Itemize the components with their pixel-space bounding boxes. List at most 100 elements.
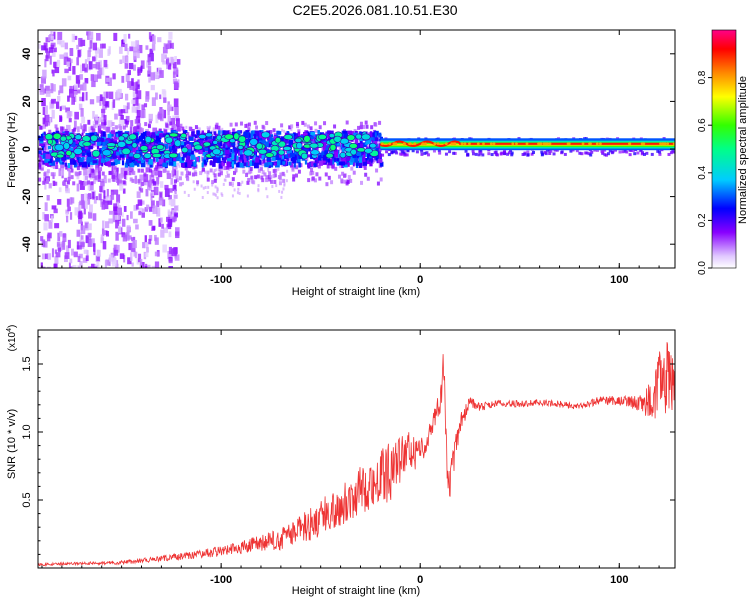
heat-cell: [158, 158, 164, 165]
heat-cell: [179, 182, 183, 187]
heat-cell: [51, 84, 56, 92]
heat-cell: [204, 136, 208, 141]
heat-cell: [261, 140, 267, 144]
heat-cell: [145, 45, 149, 50]
heat-cell: [231, 184, 234, 188]
heat-cell: [182, 141, 187, 146]
heat-cell: [156, 200, 160, 208]
heat-cell: [102, 131, 106, 137]
heat-cell: [104, 260, 107, 268]
heat-cell: [73, 120, 77, 130]
heat-cell: [161, 153, 164, 159]
heat-cell: [323, 121, 327, 126]
heat-cell: [359, 140, 363, 145]
heat-cell: [115, 175, 119, 180]
heat-cell: [131, 158, 135, 163]
heat-cell: [164, 129, 168, 134]
heat-cell: [100, 234, 103, 243]
heat-cell: [126, 225, 131, 231]
heat-cell: [100, 180, 105, 187]
heat-cell: [213, 176, 216, 180]
heat-cell: [113, 32, 118, 42]
heat-cell: [165, 143, 168, 149]
heat-cell: [425, 151, 429, 155]
heat-cell: [48, 47, 54, 53]
heat-blob: [174, 139, 182, 147]
heat-cell: [378, 148, 382, 152]
heat-cell: [343, 179, 347, 184]
heat-cell: [40, 133, 43, 138]
heat-cell: [121, 75, 125, 83]
y-tick-label: 40: [21, 48, 33, 60]
heat-cell: [48, 89, 54, 94]
heat-cell: [42, 180, 46, 185]
heat-cell: [182, 162, 188, 168]
heat-cell: [628, 153, 632, 157]
heat-cell: [629, 149, 633, 153]
heat-cell: [90, 263, 95, 268]
heat-cell: [136, 90, 142, 100]
heat-cell: [81, 116, 86, 124]
heat-cell: [290, 127, 293, 131]
heat-cell: [41, 239, 46, 247]
heat-cell: [101, 178, 105, 183]
heat-cell: [98, 267, 102, 268]
heat-cell: [42, 106, 46, 116]
heat-cell: [181, 181, 184, 185]
heat-cell: [487, 152, 491, 156]
heat-cell: [392, 150, 396, 154]
heat-cell: [87, 119, 91, 125]
heat-cell: [39, 125, 43, 130]
heat-cell: [379, 153, 383, 157]
heat-cell: [135, 116, 141, 124]
heat-cell: [123, 206, 127, 212]
heat-cell: [140, 110, 145, 119]
heat-blob: [361, 133, 371, 141]
heat-cell: [166, 43, 169, 48]
heat-blob: [65, 150, 72, 156]
heat-cell: [141, 154, 144, 159]
heat-cell: [67, 239, 71, 249]
heat-blob: [198, 134, 207, 140]
heat-cell: [180, 171, 184, 176]
heat-cell: [293, 132, 296, 136]
heat-cell: [38, 147, 42, 152]
heat-cell: [125, 231, 130, 241]
y-tick-label: 1.5: [21, 356, 33, 371]
heat-cell: [42, 69, 47, 79]
heat-cell: [112, 174, 116, 179]
heat-cell: [110, 162, 116, 166]
heat-cell: [548, 151, 552, 155]
heat-cell: [640, 152, 644, 156]
heat-cell: [86, 180, 90, 185]
heat-cell: [262, 153, 268, 158]
heat-cell: [194, 172, 198, 177]
heat-cell: [79, 261, 83, 267]
heat-cell: [117, 155, 122, 161]
heat-cell: [270, 137, 274, 144]
heat-cell: [507, 151, 511, 155]
heat-cell: [278, 181, 282, 186]
heat-cell: [51, 215, 54, 223]
heat-cell: [270, 179, 274, 184]
heat-cell: [155, 92, 158, 100]
heat-cell: [126, 47, 130, 55]
heat-cell: [59, 85, 64, 94]
heat-cell: [297, 131, 301, 137]
heat-cell: [307, 178, 311, 183]
heat-blob: [139, 145, 149, 151]
heat-cell: [334, 157, 338, 162]
heat-cell: [217, 125, 221, 130]
heat-cell: [269, 130, 273, 135]
heat-cell: [244, 123, 248, 128]
heat-cell: [318, 155, 322, 161]
heat-cell: [341, 147, 345, 154]
heat-cell: [206, 137, 211, 143]
heat-cell: [277, 167, 280, 171]
heat-cell: [374, 122, 378, 127]
heat-cell: [112, 257, 117, 267]
heat-cell: [329, 130, 334, 136]
heat-cell: [101, 43, 106, 49]
heat-cell: [175, 178, 179, 183]
heat-cell: [99, 137, 104, 142]
